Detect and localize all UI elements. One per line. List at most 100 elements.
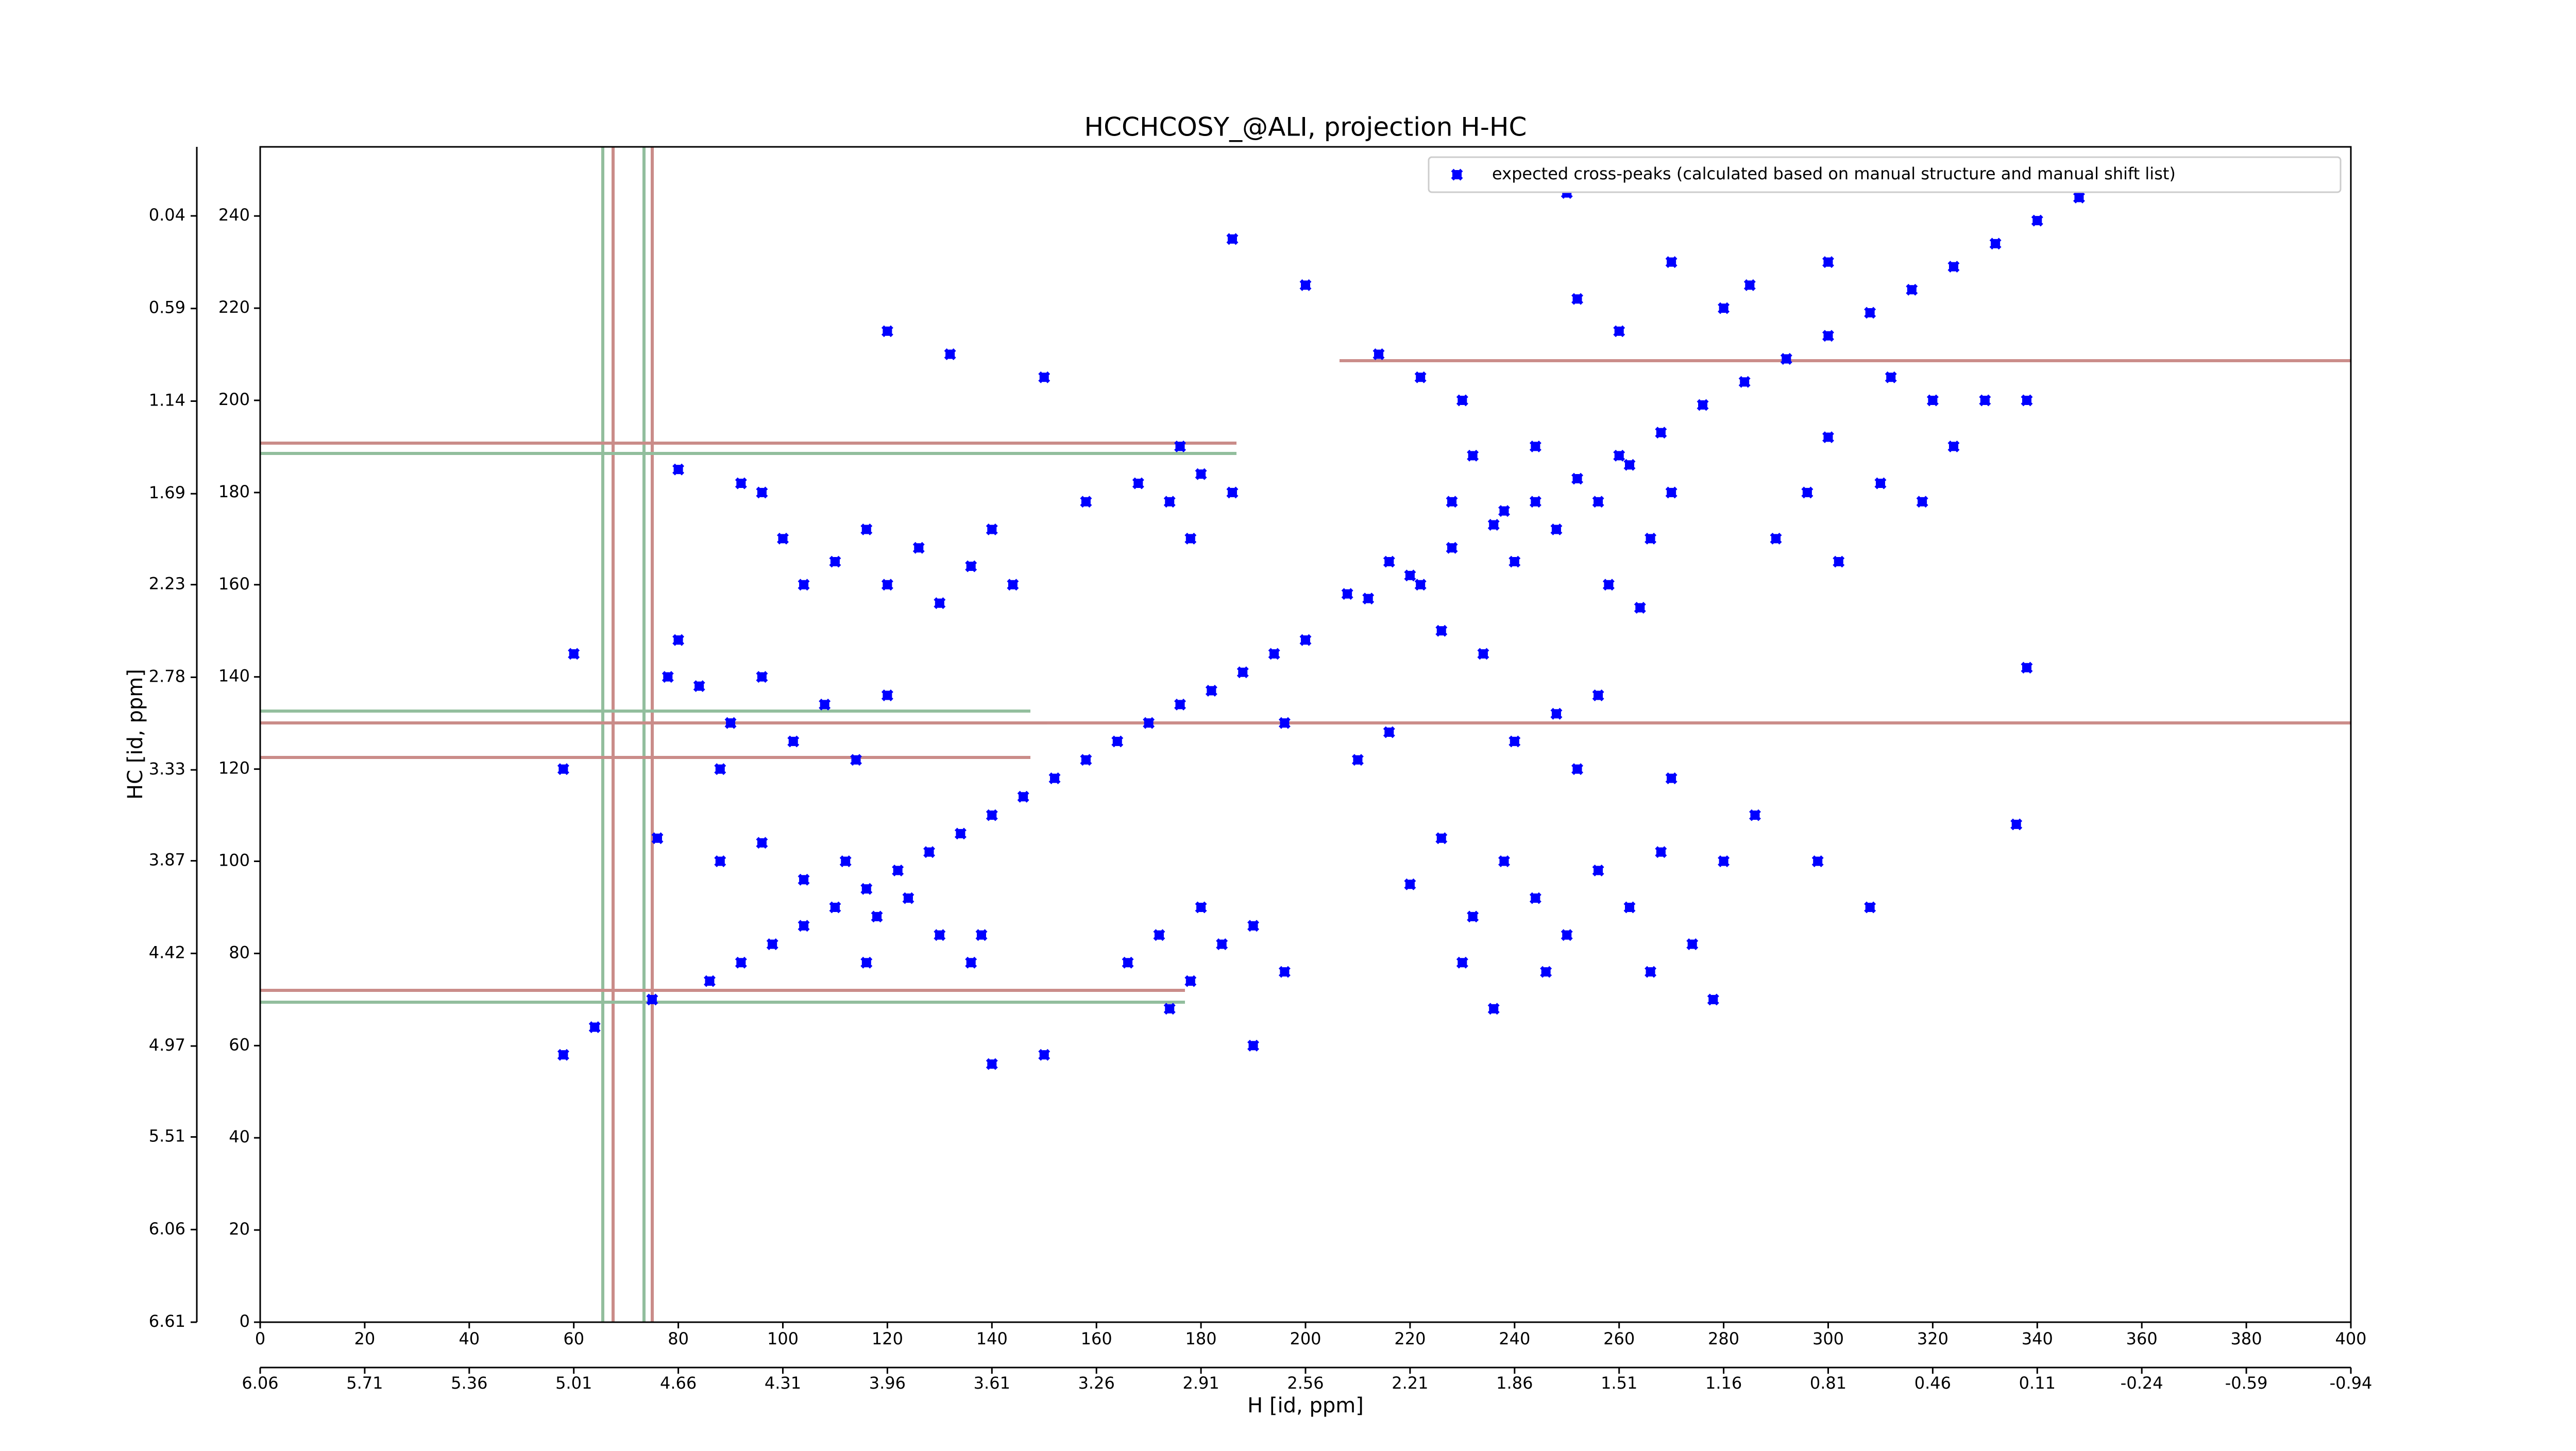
cross-peak — [1163, 496, 1176, 508]
cross-peak — [1770, 532, 1782, 545]
cross-peak — [798, 579, 810, 591]
cross-peak — [1613, 325, 1625, 338]
y-tick-label: 60 — [229, 1035, 250, 1054]
cross-peak — [1665, 256, 1677, 268]
cross-peak — [756, 837, 768, 849]
cross-peak — [1038, 1049, 1050, 1061]
cross-peak — [1529, 496, 1541, 508]
cross-peak — [1885, 371, 1897, 383]
cross-peak — [662, 671, 674, 683]
cross-peak — [1456, 394, 1468, 407]
cross-peak — [1780, 352, 1792, 365]
cross-peak — [829, 901, 841, 914]
cross-peak — [798, 920, 810, 932]
cross-peak — [714, 763, 726, 775]
x-tick-label: 340 — [2022, 1329, 2053, 1348]
cross-peak — [1592, 496, 1604, 508]
cross-peak — [1561, 929, 1573, 941]
cross-peak — [1362, 593, 1375, 605]
y2-tick-label: 1.69 — [149, 483, 185, 502]
cross-peak — [1864, 307, 1876, 319]
cross-peak — [735, 477, 747, 490]
cross-peak — [902, 892, 914, 904]
cross-peak — [892, 864, 904, 876]
cross-peak — [1163, 1003, 1176, 1015]
cross-peak — [787, 735, 800, 748]
x-tick-label: 380 — [2231, 1329, 2262, 1348]
cross-peak — [871, 910, 883, 923]
cross-peak — [881, 579, 893, 591]
cross-peak — [986, 1058, 998, 1070]
cross-peak — [1822, 330, 1834, 342]
cross-peak — [756, 671, 768, 683]
cross-peak — [1268, 648, 1280, 660]
cross-peak — [1383, 555, 1395, 568]
cross-peak — [1697, 399, 1709, 411]
cross-peak — [1132, 477, 1144, 490]
y2-tick-label: 4.97 — [149, 1035, 185, 1055]
legend-box — [1428, 156, 2342, 193]
cross-peak — [975, 929, 988, 941]
x2-tick-label: 4.66 — [660, 1373, 697, 1393]
cross-peak — [1926, 394, 1939, 407]
cross-peak — [934, 929, 946, 941]
x-tick-label: 160 — [1081, 1329, 1112, 1348]
x-tick-label: 280 — [1708, 1329, 1739, 1348]
cross-peak — [1592, 864, 1604, 876]
cross-peak — [1498, 855, 1510, 867]
cross-peak — [1602, 579, 1615, 591]
x2-tick-label: -0.24 — [2121, 1373, 2163, 1393]
y2-tick-label: 0.04 — [149, 205, 185, 225]
cross-peak — [1414, 371, 1427, 383]
cross-peak — [1665, 772, 1677, 784]
x-tick-label: 60 — [563, 1329, 584, 1348]
cross-peak — [1529, 440, 1541, 452]
legend-label: expected cross-peaks (calculated based o… — [1492, 164, 2176, 183]
cross-peak — [860, 883, 873, 895]
x-tick-label: 180 — [1185, 1329, 1217, 1348]
cross-peak — [1947, 261, 1960, 273]
x2-tick-label: 5.36 — [451, 1373, 487, 1393]
cross-peak — [1226, 486, 1239, 499]
cross-peak — [693, 680, 705, 693]
cross-peak — [1874, 477, 1887, 490]
cross-peak — [735, 956, 747, 969]
cross-peak — [1195, 901, 1207, 914]
cross-peak — [1236, 666, 1249, 679]
legend-marker — [1451, 168, 1463, 181]
cross-peak — [1351, 754, 1364, 766]
y2-tick-label: 1.14 — [149, 390, 185, 410]
y-axis-label: HC [id, ppm] — [124, 669, 147, 800]
cross-peak — [1195, 468, 1207, 480]
y2-tick-label: 2.23 — [149, 574, 185, 594]
x2-tick-label: 6.06 — [242, 1373, 278, 1393]
cross-peak — [860, 956, 873, 969]
chart-title: HCCHCOSY_@ALI, projection H-HC — [1084, 112, 1527, 142]
cross-peak — [1404, 878, 1416, 890]
cross-peak — [1111, 735, 1124, 748]
cross-peak — [1947, 440, 1960, 452]
cross-peak — [1623, 901, 1636, 914]
cross-peak — [1634, 602, 1646, 614]
x2-tick-label: 0.46 — [1914, 1373, 1951, 1393]
cross-peak — [1278, 966, 1291, 978]
cross-peak — [798, 873, 810, 886]
x-tick-label: 100 — [767, 1329, 799, 1348]
cross-peak — [1718, 855, 1730, 867]
cross-peak — [1247, 1039, 1260, 1052]
y-tick-label: 200 — [218, 390, 250, 409]
x2-tick-label: 5.01 — [555, 1373, 592, 1393]
cross-peak — [1247, 920, 1260, 932]
cross-peak — [965, 560, 977, 572]
cross-peak — [1017, 790, 1029, 803]
cross-peak — [1080, 496, 1092, 508]
cross-peak — [1743, 279, 1756, 291]
cross-peak — [1477, 648, 1489, 660]
y-tick-label: 0 — [240, 1311, 250, 1331]
x2-tick-label: 2.56 — [1287, 1373, 1324, 1393]
cross-peak — [2021, 662, 2033, 674]
x-tick-label: 120 — [872, 1329, 903, 1348]
cross-peak — [1550, 523, 1563, 535]
x2-tick-label: 1.86 — [1496, 1373, 1533, 1393]
